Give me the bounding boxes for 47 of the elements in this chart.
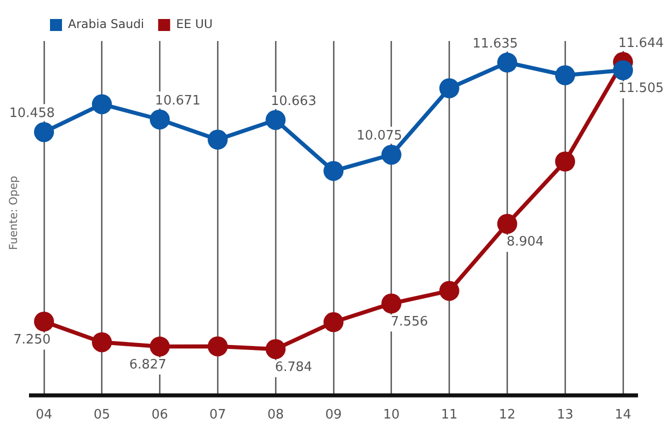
point <box>34 122 54 142</box>
point <box>555 65 576 86</box>
data-label: 8.904 <box>506 234 544 250</box>
point <box>150 110 170 130</box>
x-tick-label: 07 <box>209 408 226 423</box>
point <box>497 52 518 73</box>
point <box>92 94 112 114</box>
data-label: 6.827 <box>129 357 166 372</box>
point <box>266 110 286 130</box>
legend-label: EE UU <box>176 17 213 32</box>
point <box>381 144 402 165</box>
point <box>92 332 112 352</box>
point <box>381 293 402 314</box>
point <box>208 336 228 356</box>
point <box>208 130 228 150</box>
point <box>439 280 460 301</box>
point <box>150 336 170 357</box>
point <box>266 339 286 360</box>
point <box>324 312 344 332</box>
data-label: 10.075 <box>356 128 402 144</box>
legend-label: Arabia Saudi <box>68 17 144 32</box>
point <box>34 312 54 332</box>
x-tick-label: 05 <box>94 408 110 423</box>
data-label: 7.556 <box>390 314 428 330</box>
point <box>324 160 344 181</box>
data-label: 11.635 <box>472 36 518 52</box>
data-label: 10.458 <box>9 106 55 121</box>
data-label: 10.663 <box>270 94 316 109</box>
data-label: 7.250 <box>13 332 51 348</box>
x-tick-label: 14 <box>614 408 632 423</box>
data-label: 10.671 <box>155 93 201 108</box>
x-tick-label: 11 <box>441 408 458 423</box>
data-label: 11.505 <box>618 81 664 96</box>
x-tick-label: 08 <box>267 408 284 423</box>
data-label: 11.644 <box>618 36 664 51</box>
source-note: Fuente: Opep <box>6 176 20 250</box>
x-tick-label: 13 <box>556 408 574 423</box>
point <box>555 151 576 172</box>
x-tick-label: 12 <box>498 408 516 423</box>
point <box>439 78 460 98</box>
point <box>613 60 633 80</box>
x-tick-label: 10 <box>383 408 400 423</box>
data-label: 6.784 <box>274 360 312 375</box>
x-tick-label: 06 <box>152 408 168 423</box>
x-tick-label: 09 <box>325 408 342 423</box>
point <box>497 214 518 234</box>
x-tick-label: 04 <box>36 408 52 423</box>
